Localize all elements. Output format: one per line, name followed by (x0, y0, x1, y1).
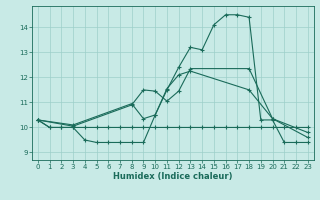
X-axis label: Humidex (Indice chaleur): Humidex (Indice chaleur) (113, 172, 233, 181)
